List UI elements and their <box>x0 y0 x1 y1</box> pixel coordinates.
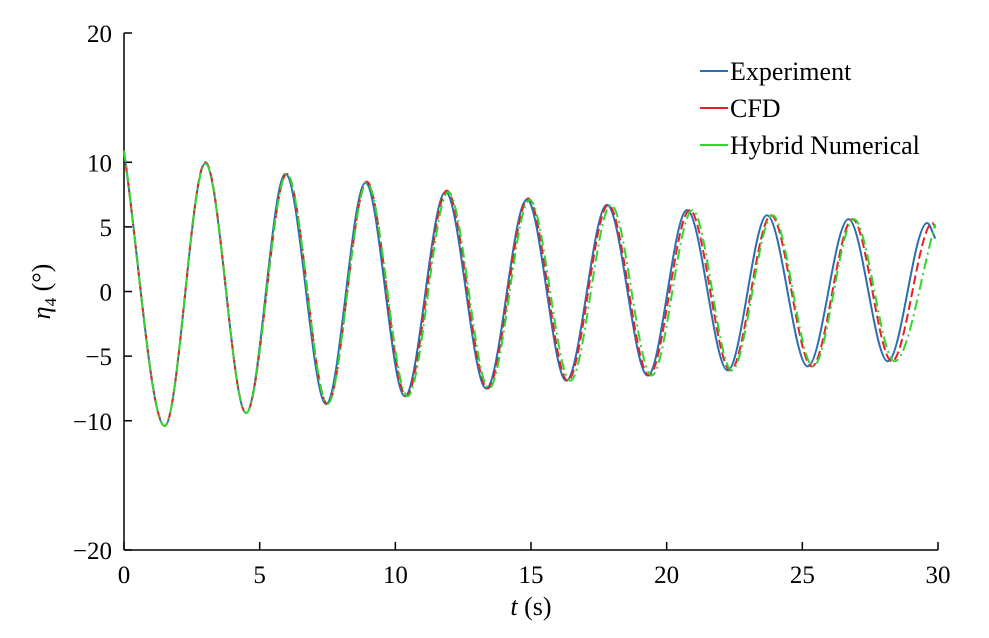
x-axis-unit: (s) <box>518 592 552 621</box>
legend-label: Hybrid Numerical <box>730 131 920 160</box>
series-line-cfd <box>123 151 937 427</box>
y-tick-label: 0 <box>100 280 113 307</box>
y-tick-label: 10 <box>87 150 112 177</box>
x-axis-variable: t <box>510 592 518 621</box>
x-tick-label: 0 <box>118 562 131 589</box>
x-tick-label: 15 <box>519 562 544 589</box>
y-axis-label: η4 (°) <box>27 264 60 320</box>
x-tick-label: 20 <box>654 562 679 589</box>
series-line-experiment <box>123 151 937 427</box>
series-line-hybrid-numerical <box>123 150 937 427</box>
y-axis-variable: η <box>27 306 56 319</box>
x-axis-label: t (s) <box>510 592 551 621</box>
y-tick-label: −5 <box>85 344 112 371</box>
x-tick-label: 5 <box>253 562 266 589</box>
y-tick-label: 20 <box>87 21 112 48</box>
y-tick-label: −20 <box>73 538 112 565</box>
legend-label: Experiment <box>730 57 852 86</box>
x-tick-label: 10 <box>383 562 408 589</box>
series-layer <box>123 150 937 427</box>
y-axis-subscript: 4 <box>41 297 60 306</box>
y-axis-unit: (°) <box>27 264 56 298</box>
x-tick-label: 30 <box>926 562 951 589</box>
legend-label: CFD <box>730 94 781 123</box>
y-tick-label: 5 <box>100 215 113 242</box>
x-tick-label: 25 <box>790 562 815 589</box>
tick-layer: 0 5 10 15 20 25 30 20 10 5 0 −5 −10 −20 <box>73 21 951 589</box>
legend: Experiment CFD Hybrid Numerical <box>700 57 920 160</box>
plot-frame <box>123 33 938 551</box>
y-tick-label: −10 <box>73 409 112 436</box>
